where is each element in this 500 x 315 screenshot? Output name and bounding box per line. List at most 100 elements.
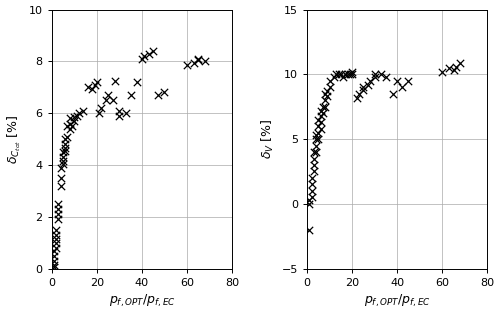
Point — [84, 85, 92, 90]
Point — [54, 212, 62, 217]
Point — [52, 236, 60, 241]
Point — [54, 201, 62, 206]
Point — [59, 161, 67, 166]
Point — [321, 91, 329, 96]
Point — [50, 265, 58, 270]
Point — [70, 115, 78, 120]
Point — [50, 262, 58, 267]
Point — [445, 65, 453, 70]
Point — [108, 98, 116, 103]
Point — [134, 80, 141, 85]
Point — [370, 74, 378, 79]
Point — [50, 258, 58, 263]
Point — [450, 68, 458, 73]
Point — [95, 111, 103, 116]
Point — [388, 91, 396, 96]
Point — [326, 85, 334, 90]
Point — [360, 87, 368, 92]
Point — [194, 56, 202, 61]
Point — [50, 248, 58, 253]
Point — [102, 98, 110, 103]
Point — [72, 113, 80, 118]
Point — [312, 133, 320, 138]
Point — [61, 146, 69, 151]
Point — [75, 111, 83, 116]
Point — [348, 69, 356, 74]
Point — [316, 126, 324, 131]
Point — [342, 72, 349, 77]
Point — [370, 72, 378, 77]
Point — [54, 217, 62, 222]
Point — [352, 95, 360, 100]
Point — [56, 165, 64, 170]
Point — [312, 143, 320, 148]
Point — [314, 123, 322, 129]
Point — [312, 137, 320, 142]
Point — [316, 120, 324, 125]
Point — [456, 60, 464, 65]
Point — [61, 137, 69, 142]
Point — [93, 80, 101, 85]
Point — [319, 111, 327, 116]
Point — [111, 78, 119, 83]
Point — [334, 72, 342, 77]
Point — [61, 142, 69, 147]
Point — [306, 201, 314, 206]
Point — [183, 63, 191, 68]
Point — [70, 118, 78, 123]
Point — [66, 126, 74, 131]
Point — [201, 59, 209, 64]
Point — [321, 98, 329, 103]
Point — [324, 94, 332, 99]
Point — [364, 82, 372, 87]
Point — [104, 93, 112, 98]
X-axis label: $p_{f,OPT}/p_{f,EC}$: $p_{f,OPT}/p_{f,EC}$ — [364, 293, 430, 309]
Point — [52, 232, 60, 238]
Y-axis label: $\delta_{C_{tot}}$ [%]: $\delta_{C_{tot}}$ [%] — [6, 114, 23, 164]
Point — [98, 106, 106, 111]
Point — [308, 195, 316, 200]
Point — [452, 64, 460, 69]
Point — [310, 169, 318, 174]
Point — [190, 60, 198, 65]
Point — [319, 104, 327, 109]
Point — [393, 78, 401, 83]
Point — [116, 113, 124, 118]
Point — [144, 51, 152, 56]
Point — [310, 156, 318, 161]
Point — [52, 227, 60, 232]
Point — [310, 163, 318, 168]
Point — [154, 93, 162, 98]
Point — [308, 182, 316, 187]
Point — [160, 90, 168, 95]
Point — [88, 86, 96, 91]
Point — [326, 78, 334, 83]
Point — [80, 108, 88, 113]
Point — [312, 150, 320, 155]
Point — [52, 240, 60, 245]
Point — [140, 54, 148, 59]
Point — [116, 108, 124, 113]
Point — [332, 72, 340, 77]
Point — [66, 121, 74, 126]
Point — [138, 56, 146, 61]
Point — [321, 104, 329, 109]
Point — [306, 198, 314, 203]
Point — [382, 74, 390, 79]
Point — [59, 150, 67, 155]
Point — [314, 130, 322, 135]
Point — [56, 175, 64, 180]
Point — [310, 150, 318, 155]
Point — [64, 134, 72, 139]
Point — [149, 49, 157, 54]
X-axis label: $p_{f,OPT}/p_{f,EC}$: $p_{f,OPT}/p_{f,EC}$ — [108, 293, 175, 309]
Point — [398, 85, 406, 90]
Point — [355, 91, 363, 96]
Point — [90, 82, 98, 87]
Point — [66, 116, 74, 121]
Point — [314, 117, 322, 122]
Point — [194, 58, 202, 63]
Point — [438, 69, 446, 74]
Point — [316, 108, 324, 113]
Point — [339, 74, 347, 79]
